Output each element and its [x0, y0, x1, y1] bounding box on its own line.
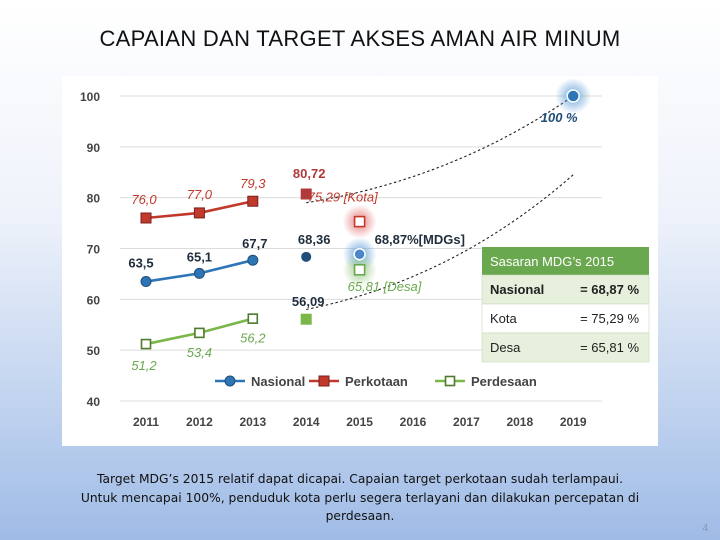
- data-point-nasional: [140, 276, 152, 288]
- label-2014-perdesaan: 56,09: [292, 294, 325, 309]
- target-box-row-label: Nasional: [490, 282, 544, 297]
- x-tick-label: 2018: [506, 415, 533, 429]
- target-box-row: [481, 332, 650, 363]
- y-tick-label: 70: [87, 243, 101, 257]
- page-number: 4: [702, 523, 708, 534]
- x-tick-label: 2011: [133, 415, 159, 429]
- target-box-row-label: Desa: [490, 340, 521, 355]
- chart-container: 40 50 60 70 80 90 100 2011 2012 2013 2014 2015 2016 2…: [62, 76, 658, 446]
- legend-marker-perkotaan: [318, 375, 330, 387]
- caption-line-2: Untuk mencapai 100%, penduduk kota perlu…: [80, 490, 640, 505]
- data-point-nasional: [193, 267, 205, 279]
- series-lines: [140, 89, 580, 350]
- data-point-perdesaan: [247, 313, 259, 324]
- x-tick-label: 2016: [400, 415, 427, 429]
- legend-marker-nasional: [224, 375, 236, 387]
- data-label-nasional: 63,5: [128, 256, 153, 271]
- point-2014-nasional: [301, 251, 312, 262]
- data-point-nasional: [247, 254, 259, 266]
- target-box: Sasaran MDG’s 2015 Nasional = 68,87 % Kota =…: [481, 247, 650, 363]
- target-box-row-value: = 65,81 %: [580, 340, 639, 355]
- x-tick-label: 2019: [560, 415, 587, 429]
- trend-lower: [306, 174, 574, 311]
- data-point-perdesaan: [194, 327, 205, 339]
- legend-label-nasional: Nasional: [251, 374, 305, 389]
- label-2015-perdesaan: 65,81 [Desa]: [348, 279, 422, 294]
- data-label-perdesaan: 51,2: [131, 358, 157, 373]
- y-tick-label: 50: [87, 344, 101, 358]
- chart-legend: Nasional Perkotaan Perdesaan: [215, 374, 537, 389]
- y-tick-label: 40: [87, 395, 101, 409]
- point-2014-perdesaan: [300, 313, 312, 325]
- target-2019-point: [566, 89, 580, 103]
- data-point-perkotaan: [140, 212, 152, 224]
- caption-line-3: perdesaan.: [325, 509, 395, 523]
- slide-caption: Target MDG’s 2015 relatif dapat dicapai.…: [60, 470, 660, 526]
- label-2015-perkotaan: 75,29 [Kota]: [308, 190, 378, 205]
- x-tick-label: 2012: [186, 415, 213, 429]
- x-tick-label: 2014: [293, 415, 320, 429]
- data-label-perdesaan: 53,4: [187, 345, 212, 360]
- target-box-row-label: Kota: [490, 311, 518, 326]
- legend-label-perkotaan: Perkotaan: [345, 374, 408, 389]
- data-labels: 63,5 65,1 67,7 76,0 77,0 79,3 51,2 53,4 56,2 80,7…: [128, 110, 578, 373]
- label-2014-perkotaan: 80,72: [293, 166, 326, 181]
- line-chart: 40 50 60 70 80 90 100 2011 2012 2013 2014 2015 2016 2…: [80, 78, 650, 429]
- target-box-header: [482, 247, 649, 275]
- data-point-perkotaan: [193, 207, 205, 219]
- target-box-row-value: = 68,87 %: [580, 282, 639, 297]
- data-label-nasional: 65,1: [187, 249, 212, 264]
- label-2015-nasional: 68,87%[MDGs]: [375, 232, 465, 247]
- trend-upper: [306, 95, 574, 204]
- caption-line-1: Target MDG’s 2015 relatif dapat dicapai.…: [97, 472, 623, 486]
- y-tick-label: 60: [87, 293, 101, 307]
- y-tick-label: 90: [87, 141, 101, 155]
- data-label-perdesaan: 56,2: [240, 331, 266, 346]
- data-label-perkotaan: 79,3: [240, 176, 266, 191]
- target-box-row: [481, 303, 650, 334]
- slide-title: CAPAIAN DAN TARGET AKSES AMAN AIR MINUM: [99, 26, 621, 51]
- legend-label-perdesaan: Perdesaan: [471, 374, 537, 389]
- label-2014-nasional: 68,36: [298, 232, 331, 247]
- data-label-perkotaan: 77,0: [187, 187, 213, 202]
- x-tick-label: 2013: [239, 415, 266, 429]
- y-tick-label: 80: [87, 192, 101, 206]
- point-2014-perkotaan: [300, 188, 312, 200]
- x-tick-label: 2015: [346, 415, 373, 429]
- trend-lines: [306, 95, 574, 311]
- axis-labels: 40 50 60 70 80 90 100 2011 2012 2013 2014 2015 2016 2…: [80, 90, 587, 429]
- data-label-nasional: 67,7: [242, 236, 267, 251]
- data-label-perkotaan: 76,0: [131, 192, 157, 207]
- label-2019-target: 100 %: [541, 110, 578, 125]
- gridlines: [120, 95, 602, 402]
- x-tick-label: 2017: [453, 415, 480, 429]
- data-point-perkotaan: [247, 195, 259, 207]
- target-2015-nasional: [353, 247, 366, 261]
- target-2015-perkotaan: [353, 215, 366, 228]
- target-2015-perdesaan: [353, 263, 366, 276]
- data-point-perdesaan: [140, 338, 152, 350]
- target-box-title: Sasaran MDG’s 2015: [490, 254, 614, 269]
- legend-marker-perdesaan: [444, 375, 456, 387]
- y-tick-label: 100: [80, 90, 100, 104]
- target-box-row-value: = 75,29 %: [580, 311, 639, 326]
